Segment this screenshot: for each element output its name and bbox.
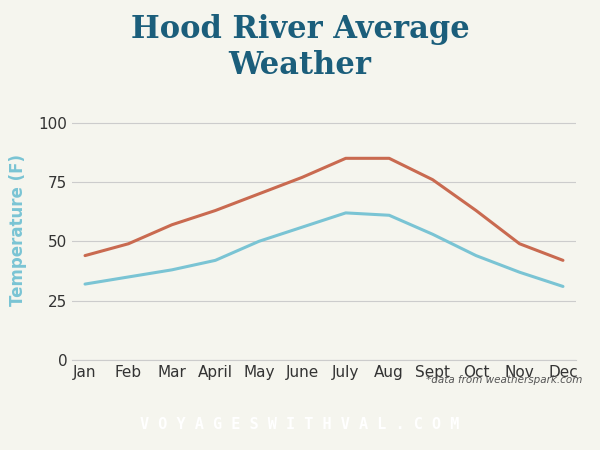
Text: *data from weatherspark.com: *data from weatherspark.com — [425, 375, 582, 385]
Y-axis label: Temperature (F): Temperature (F) — [9, 153, 27, 306]
Text: V O Y A G E S W I T H V A L . C O M: V O Y A G E S W I T H V A L . C O M — [140, 417, 460, 432]
Text: Hood River Average
Weather: Hood River Average Weather — [131, 14, 469, 81]
